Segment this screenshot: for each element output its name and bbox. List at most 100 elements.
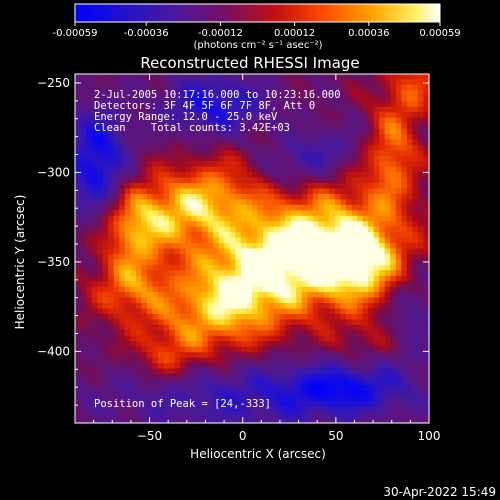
heatmap-cell — [384, 90, 391, 97]
heatmap-cell — [91, 172, 98, 179]
heatmap-cell — [169, 401, 176, 408]
heatmap-cell — [229, 183, 237, 190]
heatmap-cell — [395, 330, 402, 337]
heatmap-cell — [357, 188, 364, 195]
heatmap-cell — [174, 74, 181, 81]
heatmap-cell — [202, 341, 209, 348]
heatmap-cell — [163, 139, 170, 146]
heatmap-cell — [229, 259, 237, 266]
heatmap-cell — [213, 253, 220, 261]
heatmap-cell — [141, 106, 148, 113]
heatmap-cell — [406, 384, 414, 391]
heatmap-cell — [395, 379, 402, 386]
heatmap-cell — [75, 346, 82, 353]
heatmap-cell — [368, 363, 375, 370]
heatmap-cell — [263, 215, 270, 222]
heatmap-cell — [346, 177, 353, 184]
heatmap-cell — [202, 346, 209, 353]
heatmap-cell — [191, 368, 198, 375]
heatmap-cell — [102, 183, 109, 190]
heatmap-cell — [146, 128, 154, 135]
heatmap-cell — [368, 243, 375, 250]
heatmap-cell — [218, 95, 225, 102]
heatmap-cell — [196, 172, 203, 179]
heatmap-cell — [346, 264, 353, 271]
heatmap-cell — [119, 292, 126, 299]
heatmap-cell — [75, 210, 82, 217]
heatmap-cell — [357, 133, 364, 141]
heatmap-cell — [351, 139, 358, 146]
heatmap-cell — [119, 401, 126, 408]
heatmap-cell — [240, 379, 248, 386]
heatmap-cell — [329, 161, 336, 168]
heatmap-cell — [152, 248, 159, 255]
heatmap-cell — [373, 101, 380, 108]
heatmap-cell — [135, 166, 142, 173]
heatmap-cell — [318, 406, 325, 413]
heatmap-cell — [191, 341, 198, 348]
heatmap-cell — [373, 204, 380, 211]
heatmap-cell — [169, 324, 176, 331]
heatmap-cell — [213, 270, 220, 277]
heatmap-cell — [351, 297, 358, 304]
heatmap-cell — [257, 215, 264, 222]
heatmap-cell — [368, 193, 375, 201]
heatmap-cell — [301, 204, 308, 211]
heatmap-cell — [351, 264, 358, 271]
heatmap-cell — [130, 112, 137, 119]
heatmap-cell — [124, 264, 131, 271]
heatmap-cell — [312, 406, 319, 413]
heatmap-cell — [307, 390, 314, 397]
heatmap-cell — [113, 324, 120, 331]
heatmap-cell — [119, 264, 126, 271]
heatmap-cell — [379, 401, 386, 408]
heatmap-cell — [279, 188, 286, 195]
heatmap-cell — [169, 368, 176, 375]
heatmap-cell — [362, 139, 369, 146]
heatmap-cell — [86, 155, 93, 162]
heatmap-cell — [268, 84, 275, 91]
heatmap-cell — [351, 193, 358, 201]
heatmap-cell — [263, 226, 270, 233]
heatmap-cell — [124, 84, 131, 91]
heatmap-cell — [141, 308, 148, 315]
heatmap-cell — [207, 363, 214, 370]
heatmap-cell — [235, 281, 242, 288]
heatmap-cell — [423, 232, 430, 239]
heatmap-cell — [274, 210, 281, 217]
heatmap-cell — [80, 401, 87, 408]
heatmap-cell — [357, 275, 364, 282]
heatmap-cell — [334, 210, 342, 217]
heatmap-cell — [146, 395, 154, 402]
heatmap-cell — [268, 357, 275, 364]
heatmap-cell — [119, 286, 126, 293]
heatmap-cell — [75, 123, 82, 130]
heatmap-cell — [384, 79, 391, 86]
heatmap-cell — [334, 90, 342, 97]
heatmap-cell — [196, 199, 203, 206]
heatmap-cell — [285, 95, 292, 102]
heatmap-cell — [312, 199, 319, 206]
heatmap-cell — [334, 319, 342, 326]
heatmap-cell — [301, 199, 308, 206]
heatmap-cell — [75, 259, 82, 266]
heatmap-cell — [97, 412, 104, 419]
heatmap-cell — [257, 117, 264, 124]
heatmap-cell — [417, 215, 425, 222]
heatmap-cell — [146, 341, 154, 348]
heatmap-cell — [174, 172, 181, 179]
heatmap-cell — [157, 412, 165, 419]
heatmap-cell — [263, 401, 270, 408]
heatmap-cell — [334, 204, 342, 211]
heatmap-cell — [312, 259, 319, 266]
heatmap-cell — [373, 139, 380, 146]
heatmap-cell — [351, 243, 358, 250]
heatmap-cell — [108, 123, 115, 130]
heatmap-cell — [285, 286, 292, 293]
heatmap-cell — [268, 259, 275, 266]
heatmap-cell — [340, 243, 347, 250]
heatmap-cell — [108, 292, 115, 299]
heatmap-cell — [124, 395, 131, 402]
heatmap-cell — [196, 84, 203, 91]
heatmap-cell — [351, 144, 358, 151]
